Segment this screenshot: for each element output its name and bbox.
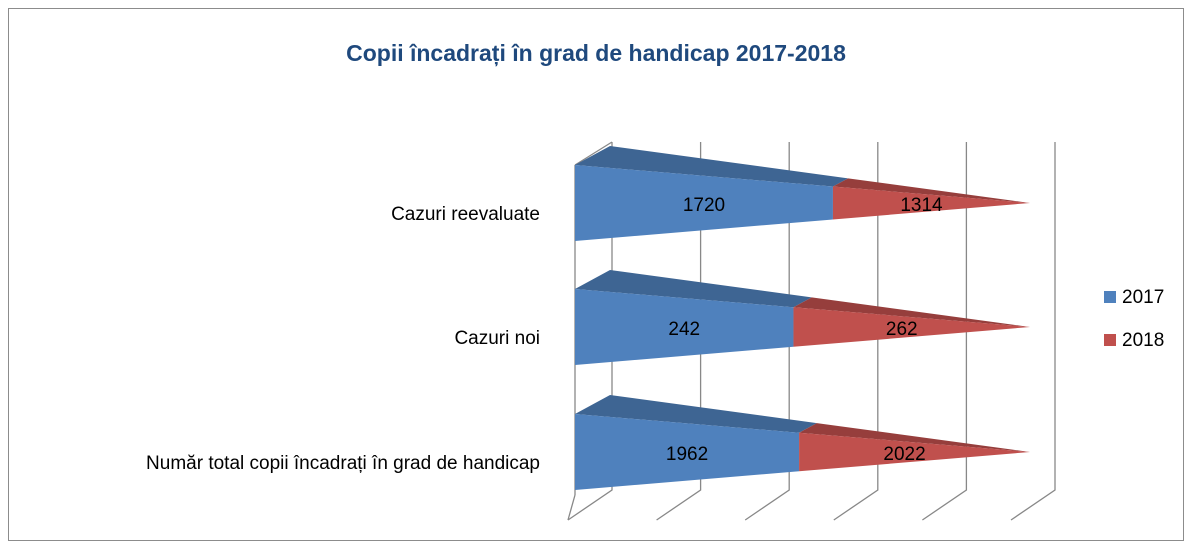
data-label: 1962 [666,444,708,465]
legend-swatch [1104,291,1116,303]
grid-line [922,142,968,521]
bar-top [575,146,849,187]
chart-title: Copii încadrați în grad de handicap 2017… [346,40,846,67]
bar-front [575,414,800,490]
grid-line [833,142,879,521]
data-label: 1720 [683,195,725,216]
bar-top [575,270,812,308]
bar [575,395,817,490]
bar-top [575,395,817,433]
bar-front [799,432,1030,472]
bar [575,146,849,241]
data-label: 1314 [900,195,943,216]
y-tick-label: Cazuri noi [454,328,540,349]
bar-top [832,178,1030,203]
bar [832,178,1030,220]
legend-swatch [1104,334,1116,346]
y-tick-label: Număr total copii încadrați în grad de h… [146,453,540,474]
grid-line [1010,142,1056,521]
data-label: 262 [886,319,918,340]
grid-line [744,142,790,521]
bar-front [832,186,1030,220]
bar-front [575,289,794,365]
grid-line [567,142,613,521]
legend-label: 2018 [1122,330,1164,351]
bar-top [799,423,1030,452]
y-tick-label: Cazuri reevaluate [391,204,540,225]
bar-front [575,165,833,241]
wall-line [567,494,576,521]
bar [575,270,812,365]
bar [799,423,1030,472]
bar-front [793,307,1030,347]
data-label: 2022 [883,444,925,465]
grid-line [656,142,702,521]
bar [793,297,1030,347]
wall-line [574,141,613,166]
legend-label: 2017 [1122,287,1164,308]
data-label: 242 [668,319,700,340]
bar-top [793,297,1030,327]
